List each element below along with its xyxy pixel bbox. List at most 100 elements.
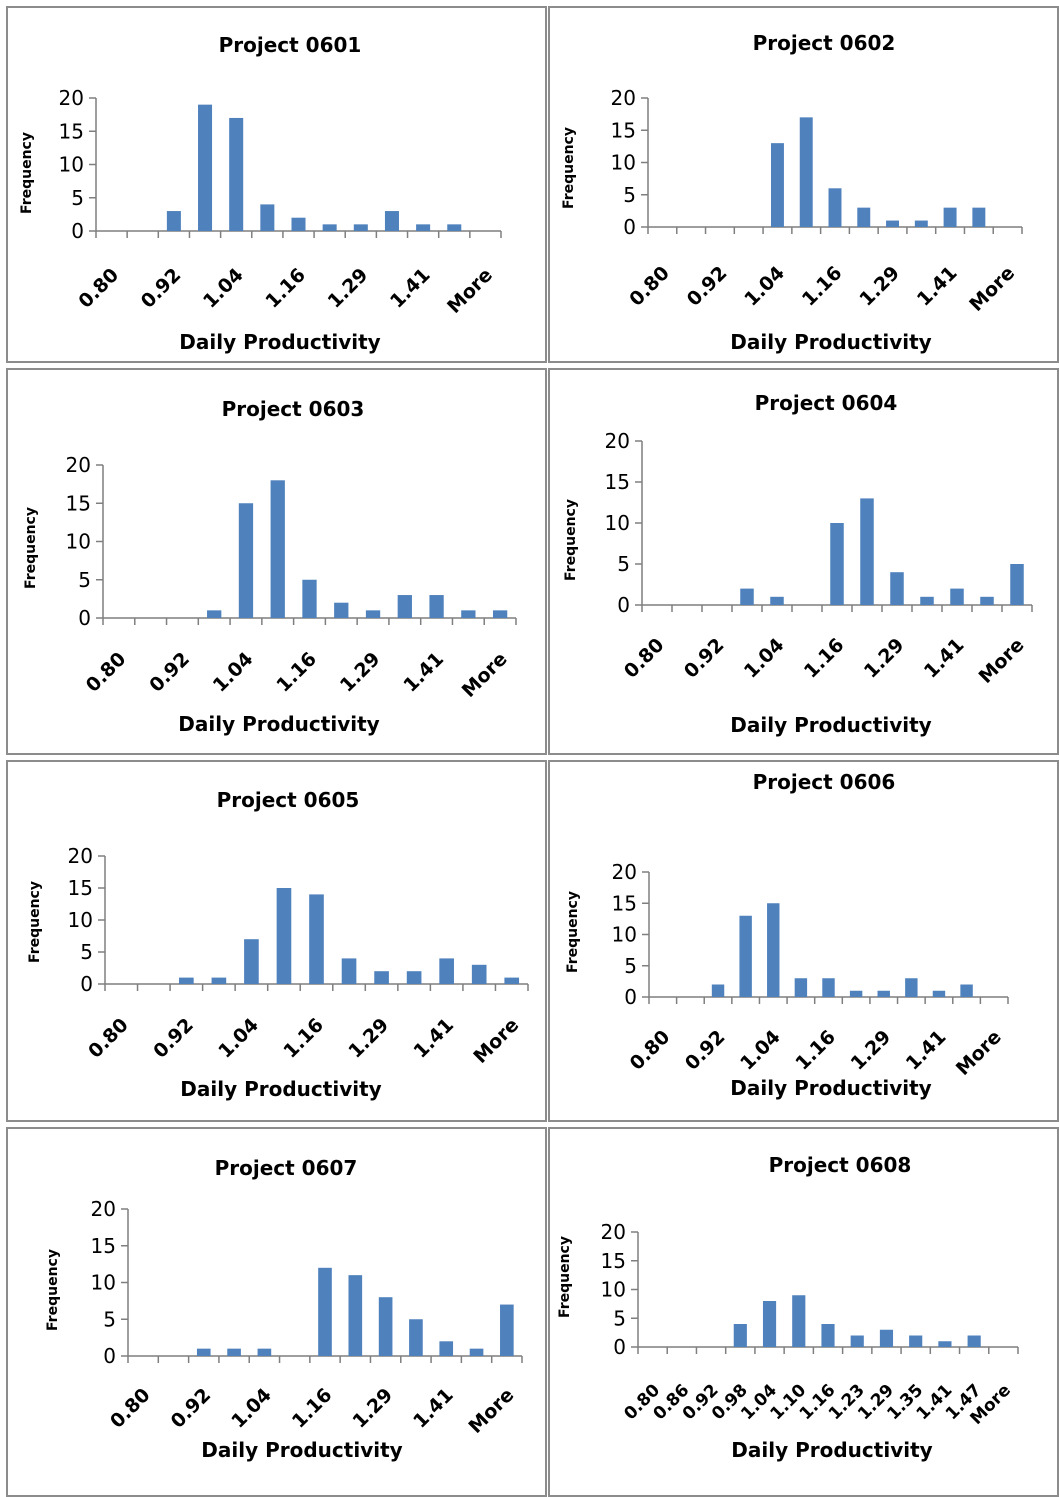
histogram-bar: [179, 977, 194, 984]
histogram-bar: [877, 990, 890, 997]
chart-title: Project 0603: [222, 397, 365, 421]
chart-svg: Project 0608051015200.800.860.920.981.04…: [557, 1153, 1019, 1462]
histogram-bar: [341, 958, 357, 984]
y-tick-label: 5: [71, 186, 84, 210]
y-tick-label: 0: [78, 606, 91, 630]
histogram-bar: [291, 217, 306, 231]
histogram-bar: [429, 595, 444, 618]
x-tick-label: 0.92: [681, 1026, 730, 1075]
y-tick-label: 20: [66, 453, 91, 477]
histogram-bar: [270, 480, 285, 618]
y-tick-label: 20: [59, 86, 84, 110]
histogram-bar: [932, 990, 946, 997]
y-tick-label: 0: [80, 972, 93, 996]
histogram-bar: [860, 498, 874, 605]
histogram-bar: [828, 188, 842, 227]
x-tick-label: 1.29: [344, 1014, 393, 1063]
chart-panel-0603: Project 0603 0 5 10 15 20 0.80 0.92 1.04 1.16 1.29…: [6, 368, 547, 755]
y-tick-label: 5: [624, 954, 637, 978]
x-tick-label: 1.04: [209, 648, 258, 697]
histogram-bar: [770, 143, 784, 227]
x-tick-label: More: [464, 1384, 518, 1438]
histogram-bar: [822, 978, 835, 997]
chart-title: Project 0605: [217, 788, 360, 812]
histogram-bar: [799, 117, 813, 227]
histogram-bar: [211, 977, 227, 984]
histogram-bar: [886, 220, 900, 227]
y-tick-label: 15: [611, 118, 636, 142]
x-tick-label: 1.04: [736, 1026, 785, 1075]
y-tick-label: 5: [80, 940, 93, 964]
y-tick-label: 0: [613, 1335, 626, 1359]
histogram-bar: [849, 990, 863, 997]
chart-svg: Project 0602 0 5 10 15 20 0.80 0.92 1.04 1.16 1.29…: [561, 31, 1023, 354]
histogram-bar: [397, 595, 412, 618]
y-axis-label: Frequency: [557, 1236, 573, 1318]
histogram-bar: [879, 1329, 894, 1347]
chart-panel-0604: Project 0604 0 5 10 15 20 0.80 0.92 1.04 1.16 1.29…: [548, 368, 1059, 755]
x-tick-label: 0.80: [84, 1014, 133, 1063]
histogram-bar: [276, 888, 292, 984]
x-axis-label: Daily Productivity: [731, 1438, 932, 1462]
histogram-bar: [244, 939, 259, 984]
histogram-bar: [207, 610, 222, 618]
histogram-bar: [711, 984, 725, 997]
histogram-bar: [767, 903, 780, 997]
histogram-bar: [492, 610, 508, 618]
x-tick-label: 1.41: [386, 264, 435, 313]
y-tick-label: 10: [59, 153, 84, 177]
x-tick-label: 1.04: [199, 264, 248, 313]
y-tick-label: 5: [623, 183, 636, 207]
x-tick-label: 1.29: [324, 264, 373, 313]
y-tick-label: 20: [611, 86, 636, 110]
chart-panel-0605: Project 0605 0 5 10 15 20 0.80 0.92 1.04 1.16 1.29…: [6, 760, 547, 1122]
histogram-bar: [972, 207, 986, 227]
chart-svg: Project 0605 0 5 10 15 20 0.80 0.92 1.04 1.16 1.29…: [27, 788, 529, 1101]
x-tick-label: 1.16: [798, 262, 847, 311]
x-tick-label: 0.80: [625, 262, 674, 311]
y-tick-label: 10: [611, 151, 636, 175]
y-tick-label: 5: [78, 568, 91, 592]
x-tick-label: 1.41: [920, 634, 969, 683]
x-axis-label: Daily Productivity: [730, 713, 931, 737]
histogram-bar: [384, 211, 399, 231]
histogram-bar: [792, 1295, 806, 1347]
histogram-bar: [322, 224, 337, 231]
chart-title: Project 0604: [755, 391, 898, 415]
x-tick-label: 0.92: [680, 634, 729, 683]
y-tick-label: 5: [103, 1307, 116, 1331]
histogram-bar: [830, 523, 844, 605]
histogram-bar: [469, 1348, 484, 1356]
x-tick-label: More: [975, 634, 1029, 688]
x-tick-label: More: [469, 1014, 523, 1068]
y-tick-label: 20: [68, 844, 93, 868]
histogram-bar: [365, 610, 381, 618]
y-tick-label: 20: [601, 1220, 626, 1244]
chart-svg: Project 0607 0 5 10 15 20 0.80 0.92 1.04 1.16 1.29…: [45, 1156, 523, 1462]
histogram-bar: [260, 204, 275, 231]
y-tick-label: 10: [612, 923, 637, 947]
x-axis-label: Daily Productivity: [180, 1077, 381, 1101]
histogram-bar: [504, 977, 520, 984]
x-tick-label: 0.92: [137, 264, 186, 313]
histogram-bar: [733, 1324, 747, 1347]
y-tick-label: 15: [612, 891, 637, 915]
x-tick-label: 1.29: [855, 262, 904, 311]
x-tick-label: More: [952, 1026, 1006, 1080]
x-tick-label: 1.04: [740, 262, 789, 311]
y-tick-label: 0: [623, 215, 636, 239]
histogram-bar: [461, 610, 476, 618]
chart-title: Project 0608: [769, 1153, 912, 1177]
y-axis-label: Frequency: [23, 507, 39, 589]
y-tick-label: 0: [624, 985, 637, 1009]
chart-panel-0606: Project 0606 0 5 10 15 20 0.80 0.92 1.04 1.16 1.29…: [548, 760, 1059, 1122]
x-tick-label: 1.41: [409, 1384, 458, 1433]
chart-panel-0601: Project 0601 0 5 10 15 20 0.80 0.92 1.04 1.16 1.29…: [6, 6, 547, 363]
histogram-bar: [374, 971, 389, 984]
x-axis-label: Daily Productivity: [201, 1438, 402, 1462]
y-axis-label: Frequency: [561, 127, 577, 209]
y-axis-label: Frequency: [565, 891, 581, 973]
y-tick-label: 5: [617, 552, 630, 576]
histogram-bar: [229, 117, 244, 231]
x-tick-label: 0.80: [74, 264, 123, 313]
